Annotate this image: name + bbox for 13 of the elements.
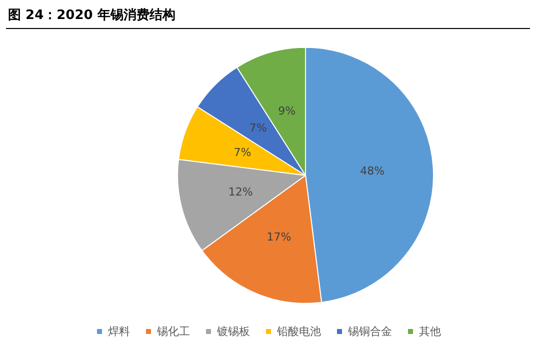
data-label: 48%	[360, 164, 385, 178]
legend-label: 焊料	[108, 325, 130, 338]
data-label: 7%	[249, 121, 267, 134]
chart-title: 图 24：2020 年锡消费结构	[8, 7, 176, 24]
legend-label: 铅酸电池	[276, 325, 321, 338]
data-label: 12%	[228, 186, 253, 199]
data-label: 17%	[266, 230, 292, 244]
legend-label: 锡铜合金	[347, 325, 392, 338]
legend-label: 其他	[419, 325, 441, 338]
data-label: 7%	[234, 146, 252, 160]
data-label: 9%	[278, 104, 296, 118]
legend-label: 镀锡板	[216, 325, 250, 338]
legend-label: 锡化工	[156, 325, 190, 338]
